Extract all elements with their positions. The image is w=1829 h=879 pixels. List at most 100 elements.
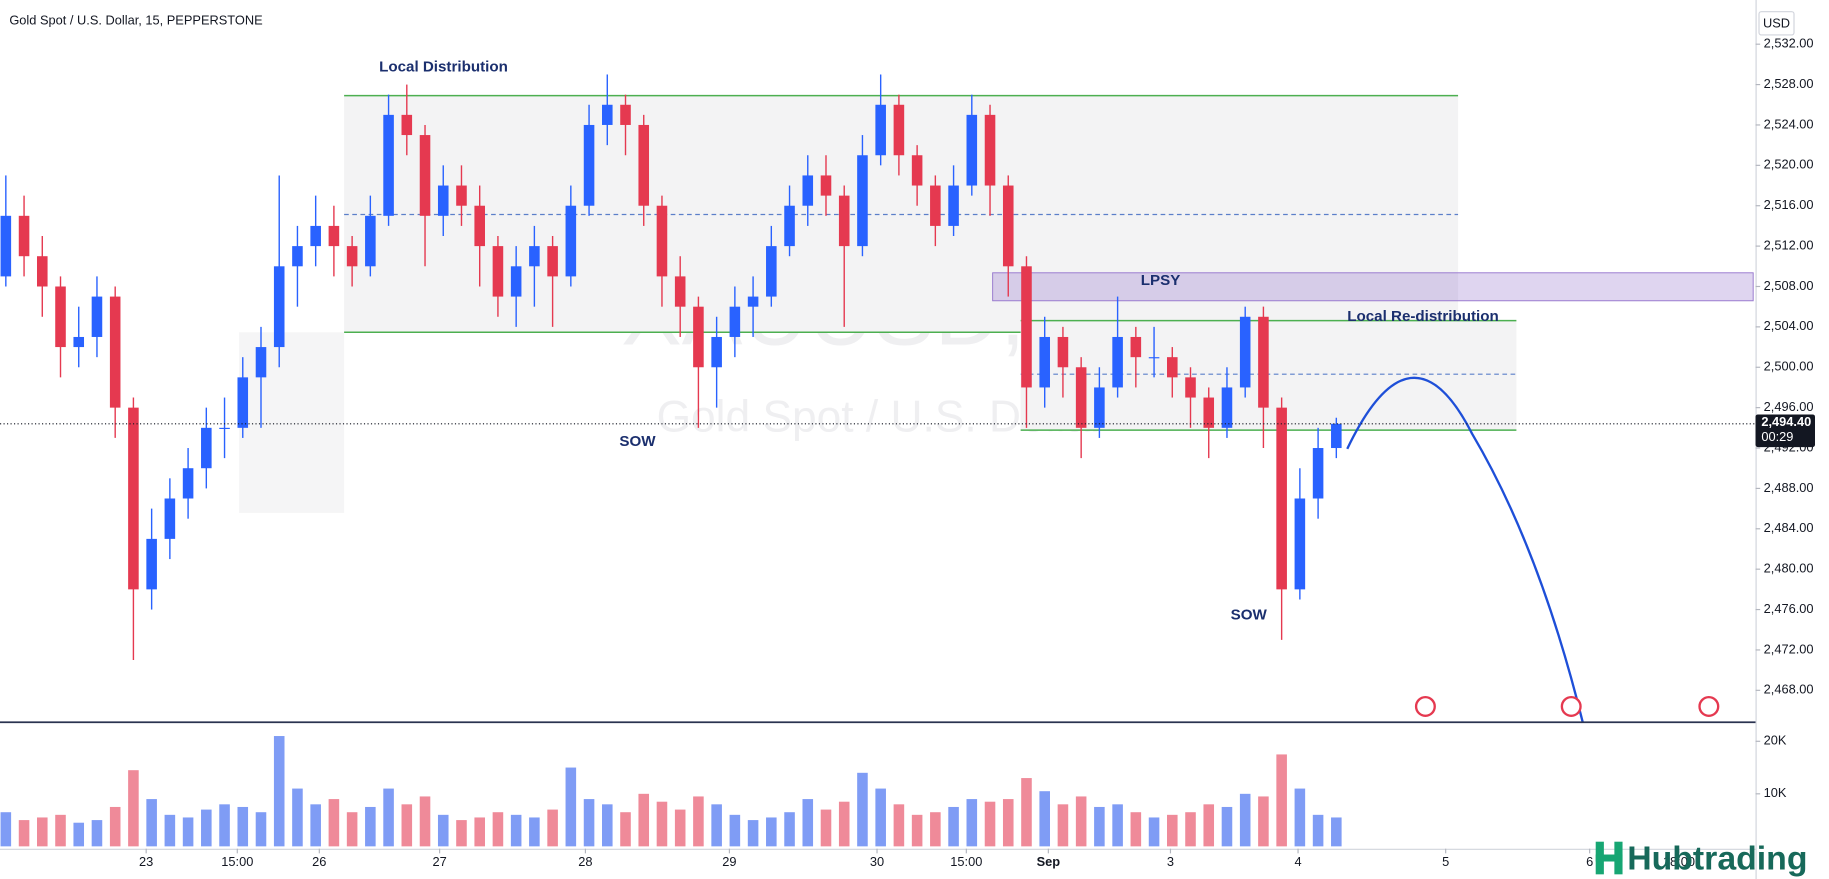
candle-body bbox=[1094, 387, 1105, 428]
volume-bar bbox=[492, 812, 504, 847]
candle-body bbox=[383, 114, 394, 216]
candle-body bbox=[583, 124, 595, 206]
logo-text: Hubtrading bbox=[1627, 839, 1807, 877]
volume-bar bbox=[55, 814, 66, 847]
candle-body bbox=[547, 246, 558, 277]
x-tick-label: 5 bbox=[1442, 854, 1449, 869]
volume-bar bbox=[456, 820, 467, 847]
logo: Hubtrading bbox=[1595, 839, 1807, 877]
candle-body bbox=[875, 104, 886, 156]
volume-bar bbox=[18, 820, 30, 847]
candle-body bbox=[128, 407, 139, 590]
volume-bar bbox=[91, 820, 103, 847]
volume-bar bbox=[128, 770, 139, 847]
event-icons bbox=[1414, 695, 1720, 717]
candle-body bbox=[0, 215, 12, 277]
volume-bar bbox=[73, 822, 85, 847]
candle-body bbox=[693, 306, 704, 368]
volume-bar bbox=[930, 812, 941, 847]
volume-bar bbox=[310, 804, 321, 847]
currency: USD bbox=[1763, 15, 1790, 30]
volume-bar bbox=[328, 799, 340, 847]
candle-body bbox=[1239, 316, 1251, 388]
volume-bar bbox=[565, 767, 577, 847]
candle-body bbox=[146, 538, 157, 590]
overlay: 2,468.00 2,472.00 2,476.00 2,480.00 2,484.00… bbox=[139, 36, 1816, 869]
volume-bar bbox=[292, 788, 303, 847]
candle-body bbox=[437, 185, 449, 216]
volume-bar bbox=[474, 817, 485, 847]
candle-body bbox=[1021, 266, 1032, 388]
volume-bar bbox=[893, 804, 905, 847]
candle-body bbox=[674, 276, 686, 307]
volume-bar bbox=[857, 772, 868, 847]
annotation: SOW bbox=[1231, 607, 1268, 624]
volume-bar bbox=[529, 817, 540, 847]
candle-body bbox=[73, 336, 85, 348]
event-icon[interactable] bbox=[1698, 695, 1720, 717]
volume-bar bbox=[1276, 754, 1287, 847]
candle-body bbox=[620, 104, 631, 125]
candle-body bbox=[565, 205, 577, 277]
y-tick-label: 2,508.00 bbox=[1764, 278, 1814, 293]
candle-body bbox=[1203, 397, 1215, 428]
y-tick-label: 2,512.00 bbox=[1764, 238, 1814, 253]
y-tick-label: 2,504.00 bbox=[1764, 318, 1814, 333]
volume-bar bbox=[1130, 812, 1142, 847]
candle-body bbox=[292, 246, 303, 267]
y-tick-label: 2,476.00 bbox=[1764, 601, 1814, 616]
volume-bar bbox=[966, 799, 978, 847]
volume-bar bbox=[201, 809, 212, 847]
candle-body bbox=[310, 225, 321, 247]
candle-body bbox=[747, 296, 759, 307]
x-tick-label: 28 bbox=[578, 854, 592, 869]
x-tick-label: 3 bbox=[1167, 854, 1174, 869]
volume-bar bbox=[638, 793, 650, 847]
y-tick-label: 2,480.00 bbox=[1764, 561, 1814, 576]
volume-bar bbox=[1239, 793, 1251, 847]
volume-bar bbox=[255, 812, 267, 847]
volume-bar bbox=[747, 820, 759, 847]
volume-bar bbox=[1148, 817, 1160, 847]
candle-body bbox=[1185, 377, 1196, 398]
volume-bar bbox=[109, 806, 121, 847]
currency-box[interactable] bbox=[1758, 11, 1795, 36]
volume-bar bbox=[875, 788, 886, 847]
range-box bbox=[239, 332, 345, 513]
volume-bar bbox=[510, 814, 522, 847]
volume-bar bbox=[1312, 814, 1324, 847]
volume-bar bbox=[601, 804, 613, 847]
candle-body bbox=[656, 205, 668, 277]
volume-bar bbox=[547, 809, 558, 847]
lpsy-box bbox=[992, 272, 1754, 302]
volume-bar bbox=[1002, 799, 1014, 847]
annotation: Local Re-distribution bbox=[1347, 308, 1498, 325]
candle-body bbox=[1221, 387, 1233, 428]
x-tick-label: 15:00 bbox=[950, 854, 982, 869]
y-tick-label: 2,524.00 bbox=[1764, 116, 1814, 131]
candle-body bbox=[328, 225, 340, 247]
x-tick-label: Sep bbox=[1037, 854, 1061, 869]
candle-body bbox=[456, 185, 467, 206]
candle-body bbox=[820, 175, 832, 196]
annotation: LPSY bbox=[1141, 272, 1181, 289]
candle-body bbox=[419, 135, 431, 216]
candle-body bbox=[802, 175, 814, 206]
candle-body bbox=[1258, 316, 1269, 408]
countdown: 00:29 bbox=[1761, 429, 1793, 444]
volume-bar bbox=[1185, 812, 1196, 847]
candle-body bbox=[1075, 367, 1087, 428]
candle-body bbox=[1167, 357, 1178, 378]
candle-body bbox=[948, 185, 959, 226]
y-tick-label: 2,496.00 bbox=[1764, 399, 1814, 414]
event-icon[interactable] bbox=[1560, 695, 1582, 717]
volume-bar bbox=[182, 817, 194, 847]
candle-body bbox=[1294, 498, 1306, 590]
event-icon[interactable] bbox=[1414, 695, 1436, 717]
y-tick-label: 10K bbox=[1764, 785, 1787, 800]
x-tick-label: 4 bbox=[1294, 854, 1301, 869]
volume-bar bbox=[948, 806, 959, 847]
candle-body bbox=[601, 104, 613, 125]
candle-body bbox=[255, 347, 267, 378]
